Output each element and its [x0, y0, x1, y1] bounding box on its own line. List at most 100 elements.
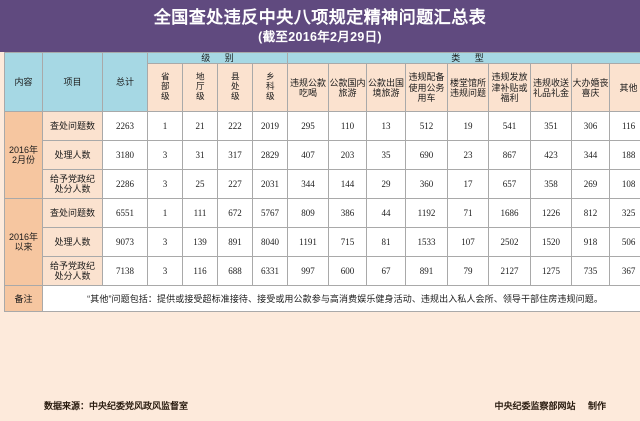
table-header: 内容 项目 总计 级 别 类 型 省部级 地厅级 县处级 乡科级 违规公款吃喝 … [4, 51, 640, 113]
cell-type-3: 512 [405, 111, 449, 142]
page-subtitle: (截至2016年2月29日) [258, 29, 382, 44]
cell-level-1: 21 [182, 111, 218, 142]
maker-site-name: 中央纪委监察部网站 [494, 400, 576, 411]
cell-type-0: 997 [287, 256, 330, 287]
cell-type-8: 325 [609, 198, 640, 229]
cell-level-1: 139 [182, 227, 218, 258]
cell-level-2: 672 [217, 198, 253, 229]
header-row-groups: 内容 项目 总计 级 别 类 型 [4, 51, 640, 113]
row-total: 2263 [102, 111, 148, 142]
cell-type-2: 13 [366, 111, 407, 142]
row-item-label: 查处问题数 [42, 111, 103, 142]
table-body: 2016年 2月份 查处问题数 2263 1 21 222 2019 295 1… [4, 111, 640, 313]
page-title-banner: 全国查处违反中央八项规定精神问题汇总表 (截至2016年2月29日) [0, 0, 640, 52]
row-item-label: 给予党政纪 处分人数 [42, 169, 103, 200]
header-type-7: 大办婚丧喜庆 [571, 63, 611, 113]
cell-level-2: 688 [217, 256, 253, 287]
cell-type-1: 110 [328, 111, 368, 142]
row-total: 3180 [102, 140, 148, 171]
cell-type-8: 506 [609, 227, 640, 258]
cell-type-7: 269 [571, 169, 611, 200]
footer-maker: 中央纪委监察部网站 制作 [494, 399, 606, 412]
header-type-0: 违规公款吃喝 [287, 63, 330, 113]
cell-type-2: 67 [366, 256, 407, 287]
cell-type-6: 1520 [530, 227, 573, 258]
cell-level-2: 317 [217, 140, 253, 171]
cell-type-5: 2502 [488, 227, 532, 258]
table-row: 给予党政纪 处分人数 2286 3 25 227 2031 344 144 29… [5, 169, 640, 200]
cell-type-2: 35 [366, 140, 407, 171]
cell-level-1: 25 [182, 169, 218, 200]
header-type-5: 违规发放津补贴或福利 [488, 63, 532, 113]
cell-level-2: 891 [217, 227, 253, 258]
cell-type-1: 600 [328, 256, 368, 287]
row-total: 9073 [102, 227, 148, 258]
cell-type-0: 809 [287, 198, 330, 229]
row-total: 7138 [102, 256, 148, 287]
cell-level-1: 111 [182, 198, 218, 229]
cell-level-0: 3 [147, 169, 183, 200]
header-group-type: 类 型 [287, 51, 640, 65]
cell-type-1: 715 [328, 227, 368, 258]
row-item-label: 处理人数 [42, 227, 103, 258]
statistics-table: 内容 项目 总计 级 别 类 型 省部级 地厅级 县处级 乡科级 违规公款吃喝 … [4, 51, 640, 313]
cell-level-2: 222 [217, 111, 253, 142]
page-title: 全国查处违反中央八项规定精神问题汇总表 [153, 8, 487, 28]
maker-suffix: 制作 [587, 400, 606, 411]
group-label-0: 2016年 2月份 [4, 111, 43, 200]
cell-type-1: 144 [328, 169, 368, 200]
cell-type-2: 81 [366, 227, 407, 258]
cell-type-5: 657 [488, 169, 532, 200]
header-level-1: 地厅级 [182, 63, 218, 113]
header-type-4: 楼堂馆所违规问题 [447, 63, 490, 113]
table-row: 处理人数 3180 3 31 317 2829 407 203 35 690 2… [5, 140, 640, 171]
header-type-6: 违规收送礼品礼金 [530, 63, 573, 113]
cell-type-4: 17 [447, 169, 490, 200]
cell-level-3: 5767 [251, 198, 289, 229]
cell-level-3: 2829 [251, 140, 289, 171]
cell-level-0: 1 [147, 198, 183, 229]
row-item-label: 给予党政纪 处分人数 [42, 256, 103, 287]
cell-type-2: 29 [366, 169, 407, 200]
table-row: 2016年 2月份 查处问题数 2263 1 21 222 2019 295 1… [4, 111, 640, 200]
cell-level-2: 227 [217, 169, 253, 200]
remark-label: 备注 [4, 285, 43, 313]
table-row: 给予党政纪 处分人数 7138 3 116 688 6331 997 600 6… [5, 256, 640, 287]
table-container: 内容 项目 总计 级 别 类 型 省部级 地厅级 县处级 乡科级 违规公款吃喝 … [0, 51, 640, 389]
header-group-level: 级 别 [146, 51, 289, 65]
cell-type-3: 1533 [405, 227, 449, 258]
cell-type-0: 1191 [287, 227, 330, 258]
cell-level-1: 31 [182, 140, 218, 171]
group-label-1: 2016年 以来 [4, 198, 43, 287]
cell-type-1: 203 [328, 140, 368, 171]
cell-level-3: 8040 [251, 227, 289, 258]
cell-level-0: 3 [147, 256, 183, 287]
row-total: 6551 [102, 198, 148, 229]
header-item: 项目 [42, 51, 103, 113]
header-content: 内容 [4, 51, 43, 113]
cell-type-4: 23 [447, 140, 490, 171]
cell-type-6: 351 [530, 111, 573, 142]
footer-bar: 数据来源：中央纪委党风政风监督室 中央纪委监察部网站 制作 [0, 389, 640, 421]
cell-level-3: 2019 [251, 111, 289, 142]
cell-level-3: 2031 [251, 169, 289, 200]
table-row: 2016年 以来 查处问题数 6551 1 111 672 5767 809 3… [4, 198, 640, 287]
cell-type-4: 107 [447, 227, 490, 258]
cell-type-8: 188 [609, 140, 640, 171]
cell-type-3: 891 [405, 256, 449, 287]
cell-type-4: 71 [447, 198, 490, 229]
cell-level-0: 1 [147, 111, 183, 142]
cell-type-6: 1275 [530, 256, 573, 287]
row-item-label: 处理人数 [42, 140, 103, 171]
cell-type-6: 358 [530, 169, 573, 200]
remark-text: “其他”问题包括：提供或接受超标准接待、接受或用公款参与高消费娱乐健身活动、违规… [41, 285, 640, 313]
header-total: 总计 [102, 51, 148, 113]
table-row: 处理人数 9073 3 139 891 8040 1191 715 81 153… [5, 227, 640, 258]
cell-type-7: 918 [571, 227, 611, 258]
cell-type-1: 386 [328, 198, 368, 229]
cell-level-1: 116 [182, 256, 218, 287]
header-level-0: 省部级 [147, 63, 183, 113]
data-source-text: 数据来源：中央纪委党风政风监督室 [44, 400, 189, 411]
header-level-3: 乡科级 [251, 63, 289, 113]
cell-type-8: 367 [609, 256, 640, 287]
